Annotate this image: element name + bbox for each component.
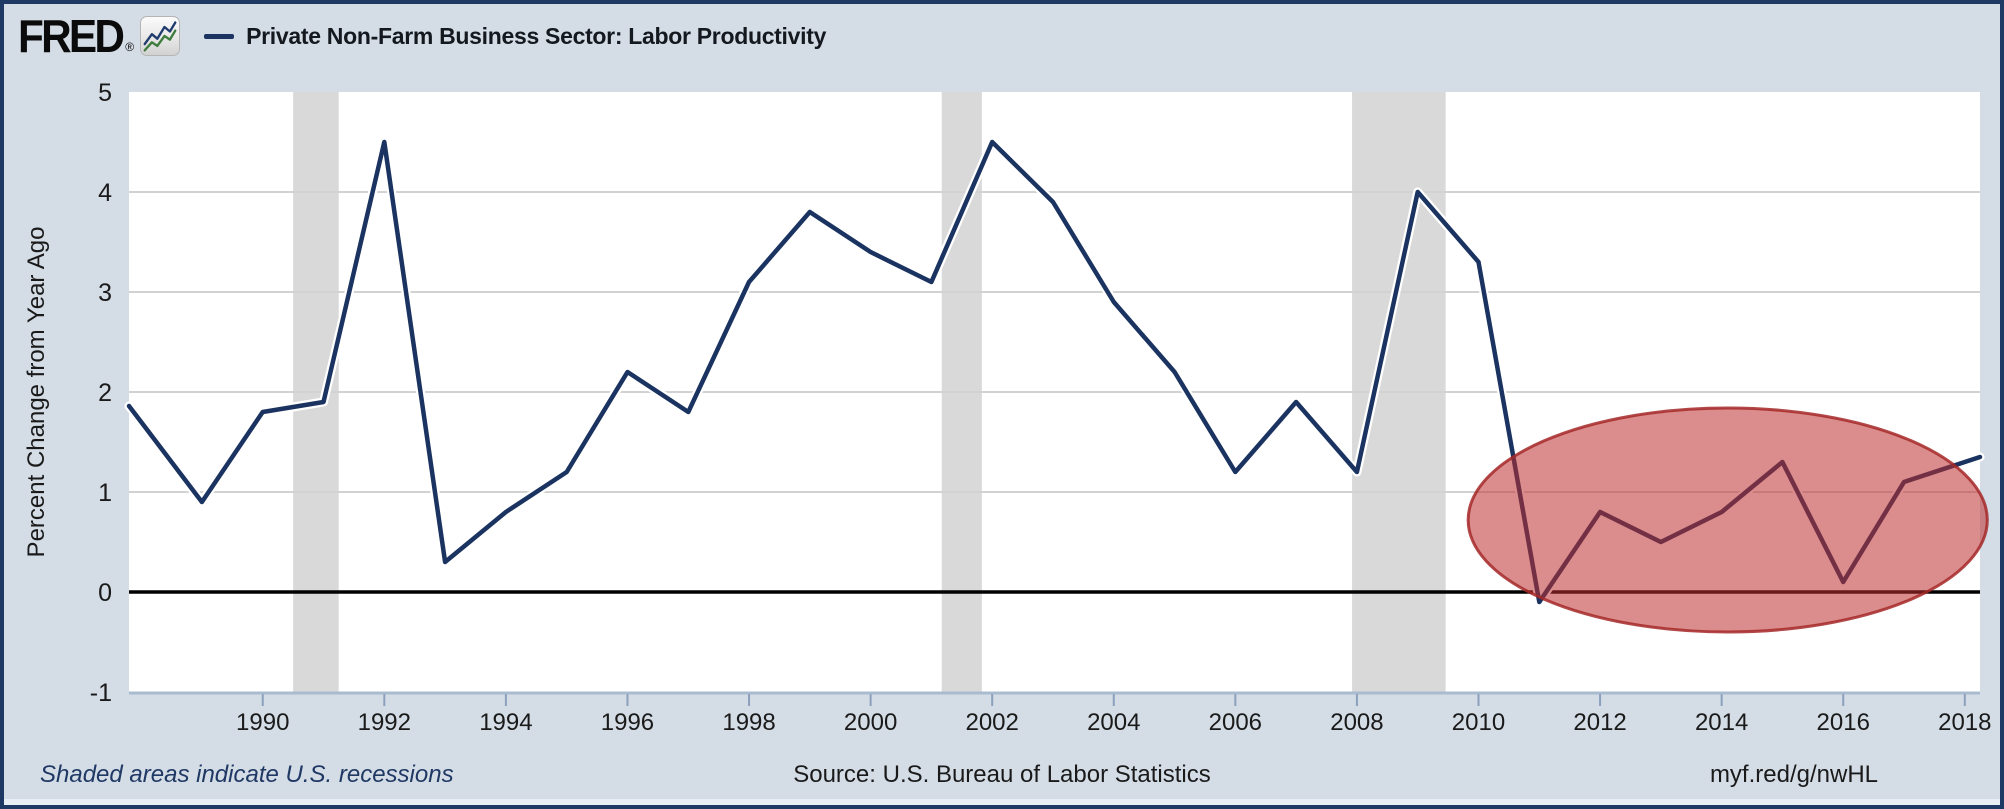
x-tick-label: 2000: [844, 709, 897, 736]
y-tick-label: 0: [98, 579, 112, 607]
x-tick-label: 1992: [358, 709, 411, 736]
short-url: myf.red/g/nwHL: [1709, 761, 1878, 788]
recession-note: Shaded areas indicate U.S. recessions: [40, 761, 454, 788]
y-tick-label: 1: [98, 479, 112, 507]
registered-mark: ®: [125, 40, 135, 54]
y-tick-label: 5: [98, 79, 112, 107]
zigzag-sparkline-icon: [143, 21, 177, 52]
x-tick-label: 2010: [1452, 709, 1505, 736]
x-tick-label: 2004: [1087, 709, 1140, 736]
fred-logo-chart-icon: [140, 16, 181, 56]
bottom-strip: [4, 799, 2000, 805]
productivity-line-chart: 1990 1992 1994 1996 1998 2000 2002 2004 2006 2008…: [23, 79, 1991, 736]
x-tick-label: 2016: [1817, 709, 1870, 736]
fred-logo: FRED: [18, 10, 125, 62]
x-tick-label: 2008: [1330, 709, 1383, 736]
y-axis-title: Percent Change from Year Ago: [23, 227, 50, 558]
series-title: Private Non-Farm Business Sector: Labor …: [246, 22, 827, 49]
x-tick-label: 1990: [236, 709, 289, 736]
y-tick-label: 3: [98, 279, 112, 307]
highlight-ellipse: [1466, 406, 1989, 634]
x-tick-label: 1996: [601, 709, 654, 736]
y-tick-label: 4: [98, 179, 112, 207]
x-tick-label: 2014: [1695, 709, 1748, 736]
header: FRED ® Private Non-Farm Business Sector:…: [18, 10, 826, 62]
y-tick-label: -1: [90, 679, 112, 707]
source-credit: Source: U.S. Bureau of Labor Statistics: [793, 761, 1211, 788]
x-tick-label: 2002: [965, 709, 1018, 736]
y-tick-label: 2: [98, 379, 112, 407]
x-tick-label: 2012: [1573, 709, 1626, 736]
x-tick-label: 2018: [1938, 709, 1991, 736]
x-tick-label: 1994: [479, 709, 532, 736]
x-tick-label: 2006: [1209, 709, 1262, 736]
x-tick-label: 1998: [722, 709, 775, 736]
series-legend-dash: [204, 33, 235, 39]
